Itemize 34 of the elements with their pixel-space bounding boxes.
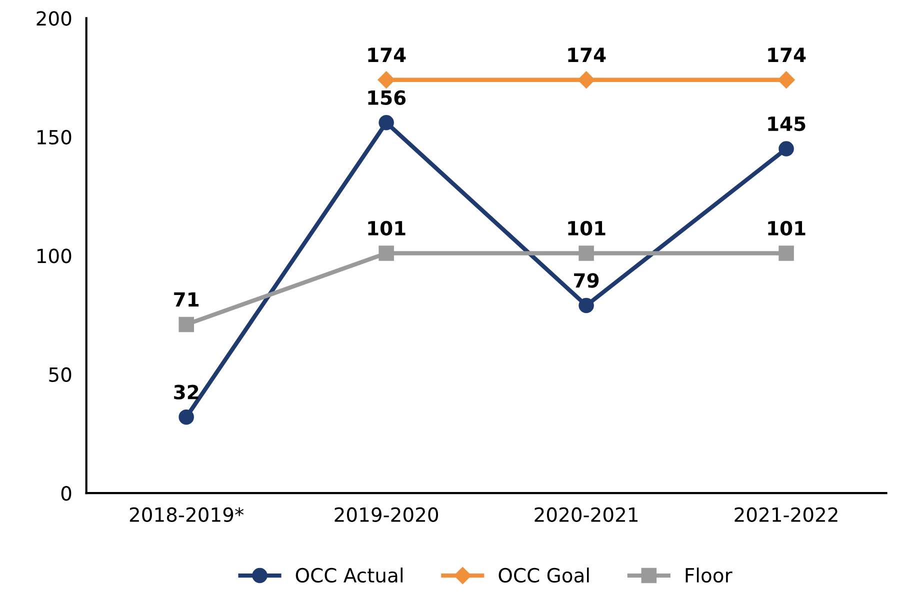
x-tick-label: 2020-2021 bbox=[534, 507, 638, 522]
x-tick-label: 2019-2020 bbox=[334, 507, 438, 522]
point bbox=[778, 71, 795, 88]
y-tick-label: 200 bbox=[36, 11, 72, 26]
y-tick-label: 100 bbox=[37, 248, 72, 264]
x-tick-label: 2018-2019* bbox=[130, 507, 244, 522]
point bbox=[378, 71, 395, 88]
point bbox=[178, 409, 194, 425]
data-label: 101 bbox=[368, 220, 406, 236]
point bbox=[778, 246, 794, 261]
point bbox=[578, 246, 594, 261]
data-label: 71 bbox=[174, 292, 199, 307]
data-label: 174 bbox=[568, 48, 606, 62]
data-label: 174 bbox=[368, 48, 406, 62]
point bbox=[778, 141, 794, 156]
data-label: 156 bbox=[368, 90, 406, 105]
data-label: 174 bbox=[768, 48, 806, 62]
data-label: 79 bbox=[574, 273, 599, 288]
data-label: 32 bbox=[174, 384, 198, 400]
point bbox=[378, 114, 394, 130]
data-label: 101 bbox=[568, 220, 606, 236]
y-tick-label: 50 bbox=[49, 367, 72, 382]
legend-label: Floor bbox=[686, 568, 732, 583]
x-tick-label: 2021-2022 bbox=[734, 507, 838, 522]
data-label: 101 bbox=[768, 220, 806, 236]
y-tick-label: 0 bbox=[61, 486, 72, 501]
point bbox=[578, 71, 595, 88]
point bbox=[178, 316, 194, 332]
y-tick-label: 150 bbox=[37, 130, 72, 145]
legend-label: OCC Goal bbox=[498, 568, 589, 583]
point bbox=[378, 246, 394, 261]
point bbox=[578, 298, 594, 314]
legend-label: OCC Actual bbox=[296, 568, 403, 583]
data-label: 145 bbox=[768, 116, 806, 132]
